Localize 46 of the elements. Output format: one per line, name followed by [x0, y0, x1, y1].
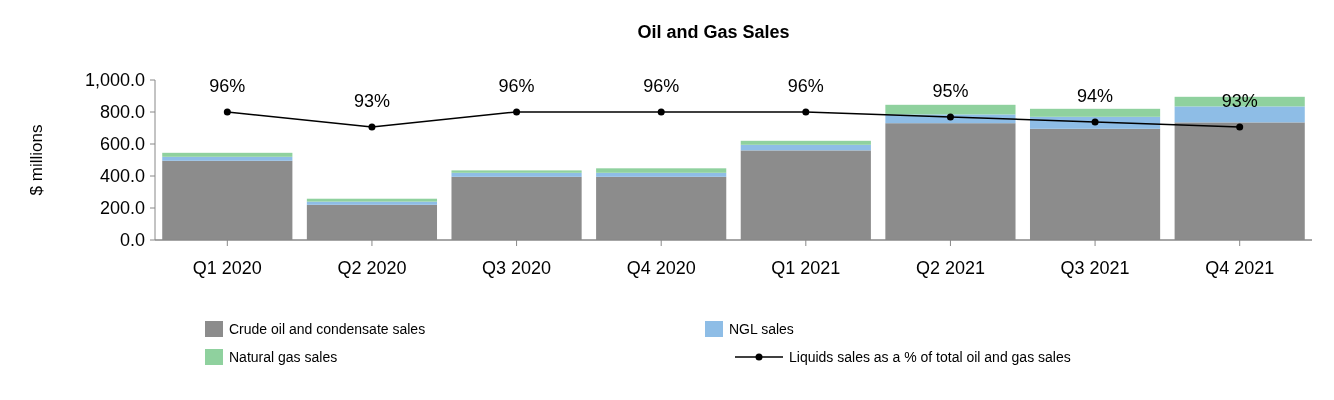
data-label: 94%	[1077, 86, 1114, 107]
bar	[451, 170, 582, 173]
x-tick-label: Q1 2021	[771, 258, 841, 278]
bar	[162, 156, 293, 161]
y-tick-label: 200.0	[99, 198, 145, 218]
data-label: 96%	[209, 75, 246, 96]
data-label: 96%	[498, 75, 535, 96]
point	[946, 113, 954, 121]
y-axis-title: $ millions	[27, 124, 46, 196]
x-tick-label: Q3 2021	[1060, 258, 1130, 278]
y-tick-label: 400.0	[99, 166, 145, 186]
point	[802, 108, 810, 116]
x-tick-label: Q2 2021	[915, 258, 985, 278]
data-label: 93%	[1221, 91, 1258, 112]
chart-title: Oil and Gas Sales	[637, 22, 790, 42]
point	[368, 123, 376, 131]
point	[513, 108, 521, 116]
bar	[162, 152, 293, 157]
y-tick-label: 800.0	[99, 102, 145, 122]
y-tick-label: 600.0	[99, 134, 145, 154]
bar	[1029, 108, 1161, 117]
point	[657, 108, 665, 116]
legend-label: NGL sales	[729, 321, 794, 337]
bar	[451, 172, 582, 177]
point	[223, 108, 231, 116]
bar	[596, 168, 727, 173]
y-tick-label: 1,000.0	[84, 70, 145, 90]
data-label: 96%	[787, 75, 824, 96]
x-tick-label: Q2 2020	[337, 258, 407, 278]
data-label: 96%	[643, 75, 680, 96]
x-tick-label: Q4 2020	[626, 258, 696, 278]
bar	[1174, 106, 1305, 123]
bar	[596, 172, 727, 177]
legend-label: Crude oil and condensate sales	[229, 321, 426, 337]
x-tick-label: Q3 2020	[482, 258, 552, 278]
bar	[740, 140, 871, 145]
x-tick-label: Q1 2020	[192, 258, 262, 278]
legend-label: Liquids sales as a % of total oil and gas sales	[789, 349, 1071, 365]
data-label: 95%	[932, 80, 969, 101]
x-tick-label: Q4 2021	[1205, 258, 1275, 278]
point	[1236, 123, 1244, 131]
data-label: 93%	[353, 91, 390, 112]
legend-label: Natural gas sales	[229, 349, 338, 365]
y-tick-label: 0.0	[119, 230, 145, 250]
point	[1091, 118, 1099, 126]
bar	[885, 104, 1016, 115]
